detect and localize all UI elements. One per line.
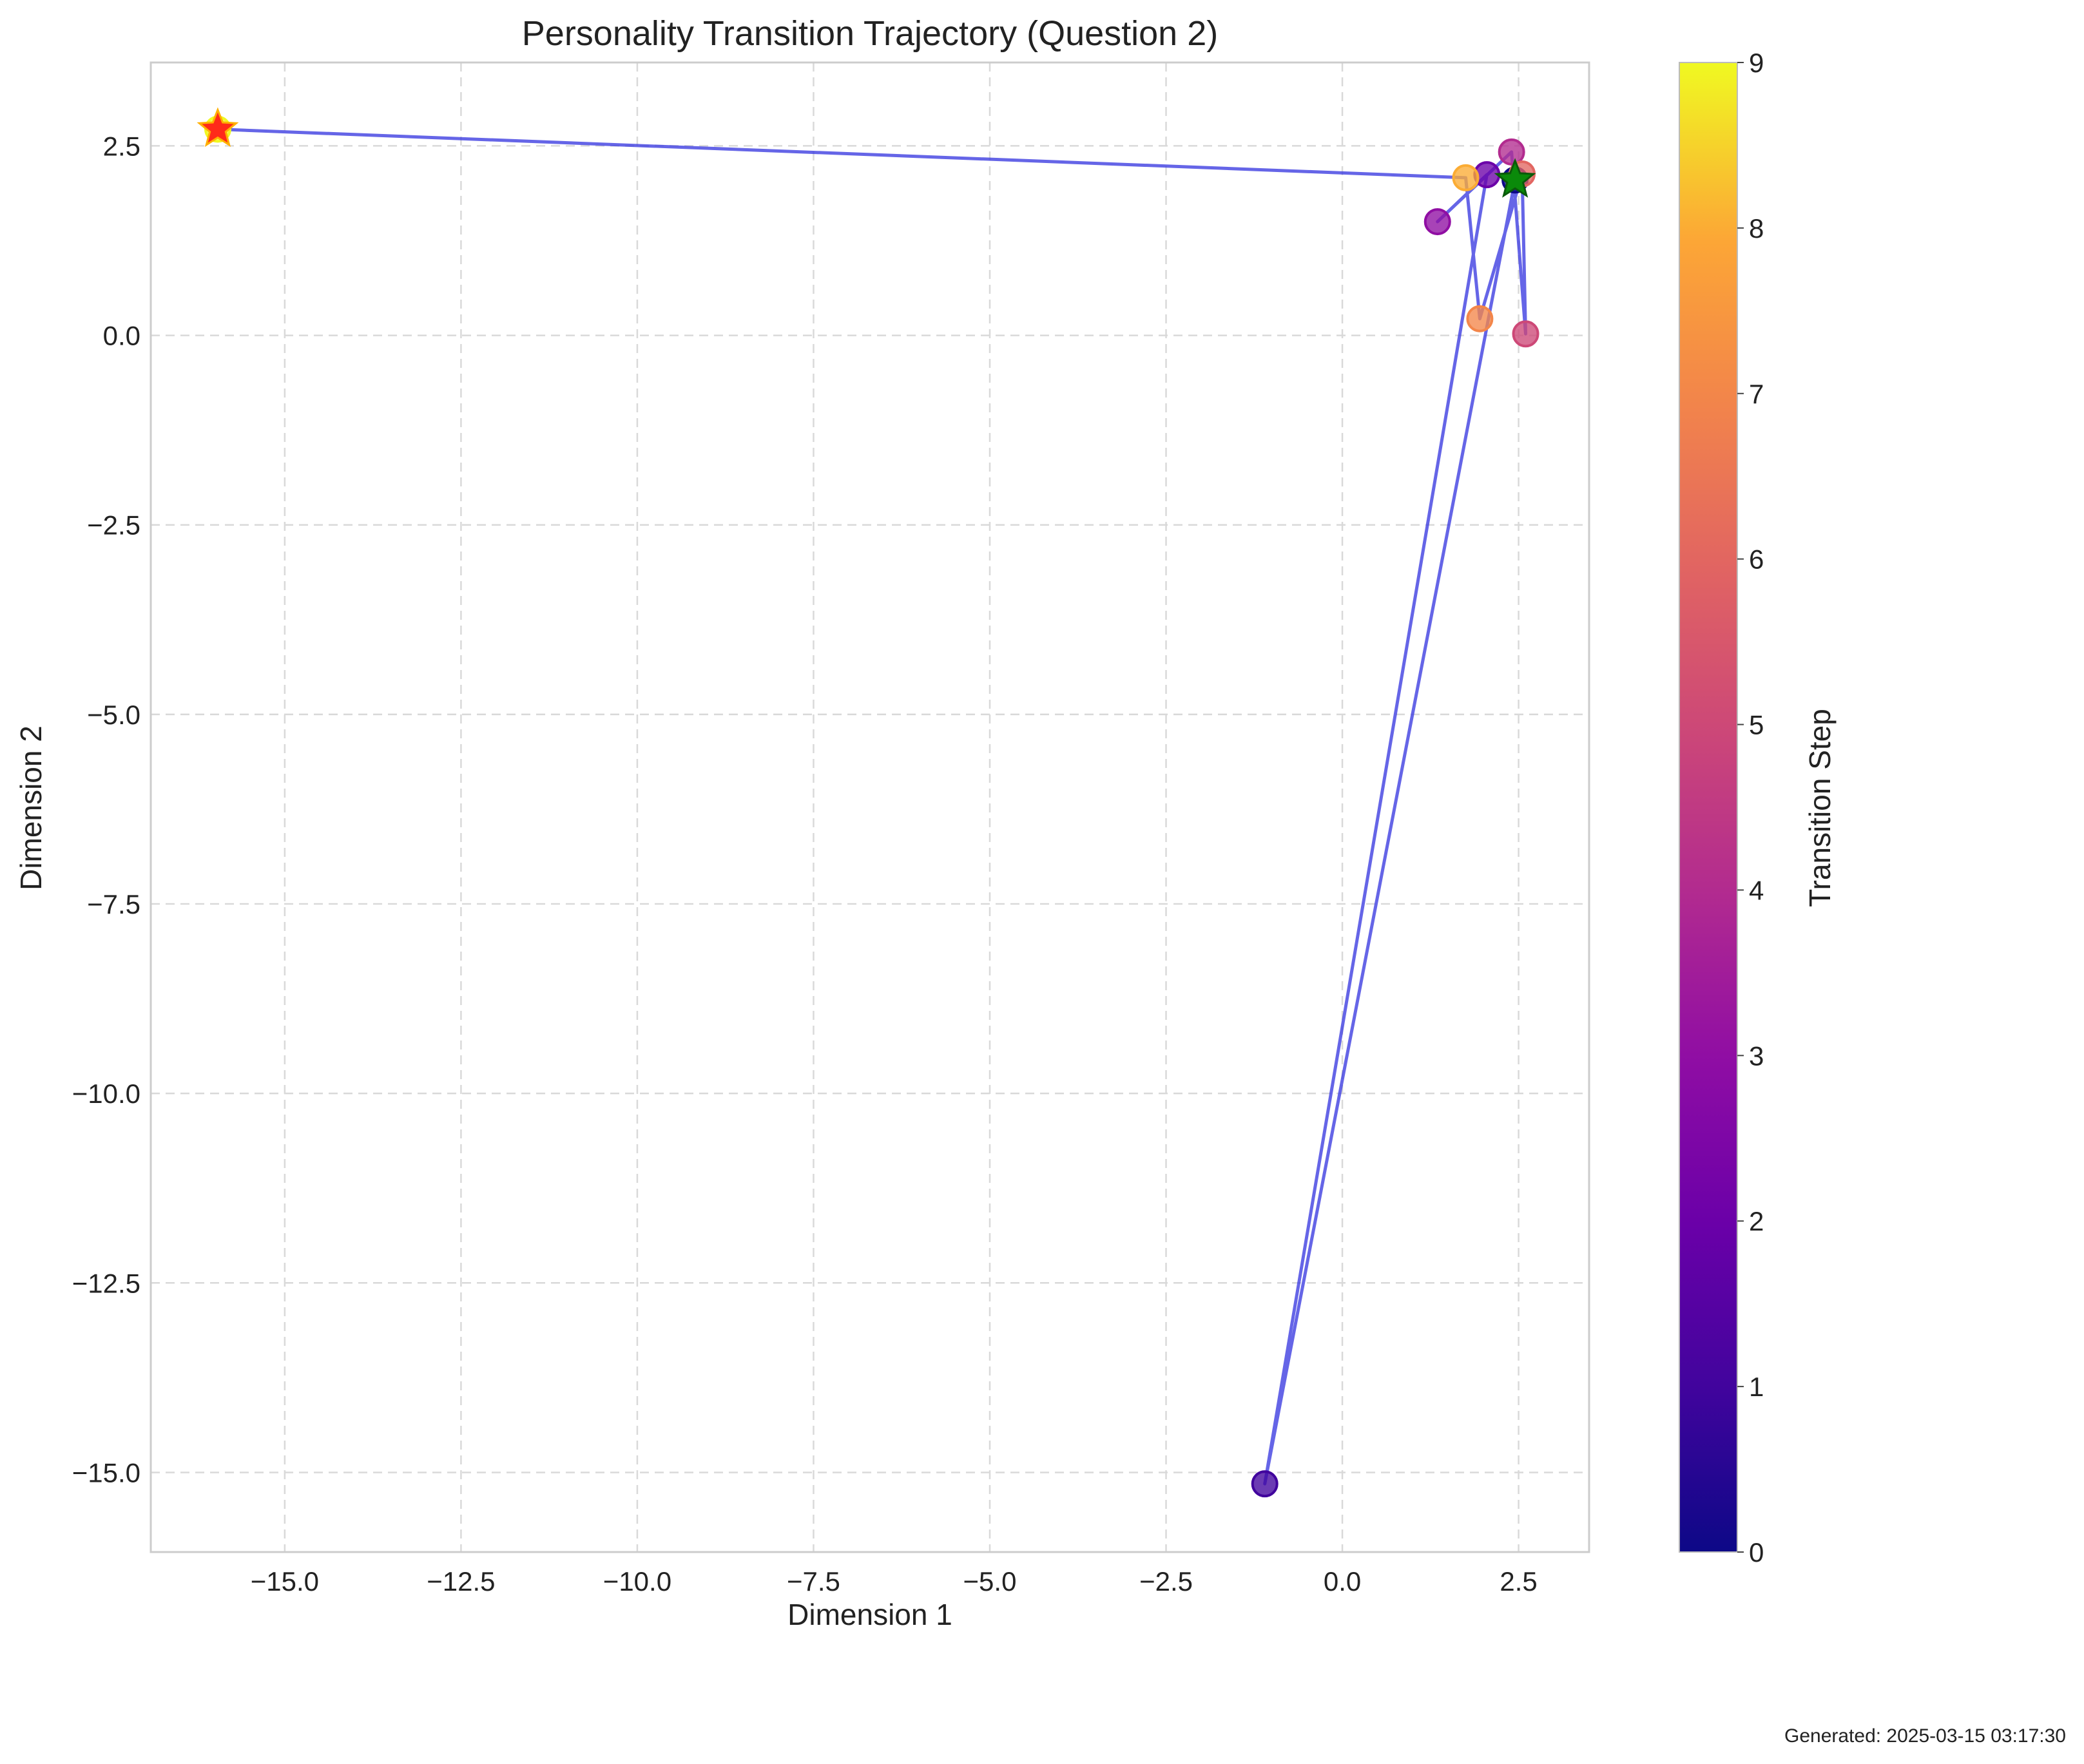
y-tick-label: 0.0 — [103, 321, 140, 351]
x-tick-labels: −15.0 −12.5 −10.0 −7.5 −5.0 −2.5 0.0 2.5 — [251, 1566, 1538, 1596]
y-tick-label: −2.5 — [87, 510, 140, 541]
x-tick-label: −15.0 — [251, 1566, 319, 1596]
point-step-5 — [1512, 320, 1539, 348]
colorbar-tick-label: 7 — [1749, 379, 1764, 409]
plot-frame — [150, 61, 1590, 1553]
chart-title: Personality Transition Trajectory (Quest… — [522, 14, 1218, 53]
colorbar-tick-label: 0 — [1749, 1537, 1764, 1567]
y-tick-label: −5.0 — [87, 700, 140, 730]
y-tick-label: −7.5 — [87, 889, 140, 919]
x-tick-label: 2.5 — [1500, 1566, 1537, 1596]
colorbar-tick-label: 1 — [1749, 1372, 1764, 1402]
colorbar-tick-label: 3 — [1749, 1040, 1764, 1071]
grid — [151, 62, 1589, 1552]
colorbar-tick-label: 2 — [1749, 1206, 1764, 1236]
y-tick-label: 2.5 — [103, 131, 140, 161]
colorbar-tick-label: 5 — [1749, 710, 1764, 740]
y-tick-label: −12.5 — [72, 1268, 140, 1298]
x-axis-label: Dimension 1 — [787, 1598, 952, 1631]
y-tick-labels: 2.5 0.0 −2.5 −5.0 −7.5 −10.0 −12.5 −15.0 — [72, 131, 140, 1488]
x-tick-label: −12.5 — [427, 1566, 495, 1596]
x-tick-label: 0.0 — [1324, 1566, 1361, 1596]
x-tick-label: −10.0 — [603, 1566, 671, 1596]
x-tick-label: −2.5 — [1139, 1566, 1193, 1596]
point-step-7 — [1466, 305, 1494, 332]
y-tick-label: −10.0 — [72, 1079, 140, 1109]
colorbar-label: Transition Step — [1803, 709, 1837, 907]
generated-timestamp: Generated: 2025-03-15 03:17:30 — [1784, 1725, 2066, 1747]
colorbar-tick-label: 6 — [1749, 544, 1764, 575]
colorbar-ticks: 0 1 2 3 4 5 6 7 8 9 — [1737, 48, 1764, 1567]
y-axis-label: Dimension 2 — [14, 725, 48, 890]
point-step-3 — [1423, 208, 1451, 236]
y-tick-label: −15.0 — [72, 1457, 140, 1488]
trajectory-path — [217, 128, 1528, 1486]
x-tick-label: −5.0 — [963, 1566, 1017, 1596]
start-marker — [1494, 158, 1536, 198]
point-step-4 — [1498, 138, 1525, 166]
markers — [197, 107, 1536, 198]
end-marker — [197, 107, 239, 148]
point-step-8 — [1452, 164, 1480, 191]
colorbar — [1679, 62, 1738, 1553]
colorbar-tick-label: 9 — [1749, 48, 1764, 78]
x-tick-label: −7.5 — [787, 1566, 840, 1596]
colorbar-tick-label: 8 — [1749, 213, 1764, 244]
trajectory-line — [217, 128, 1528, 1486]
point-step-1 — [1251, 1470, 1278, 1498]
colorbar-tick-label: 4 — [1749, 875, 1764, 905]
